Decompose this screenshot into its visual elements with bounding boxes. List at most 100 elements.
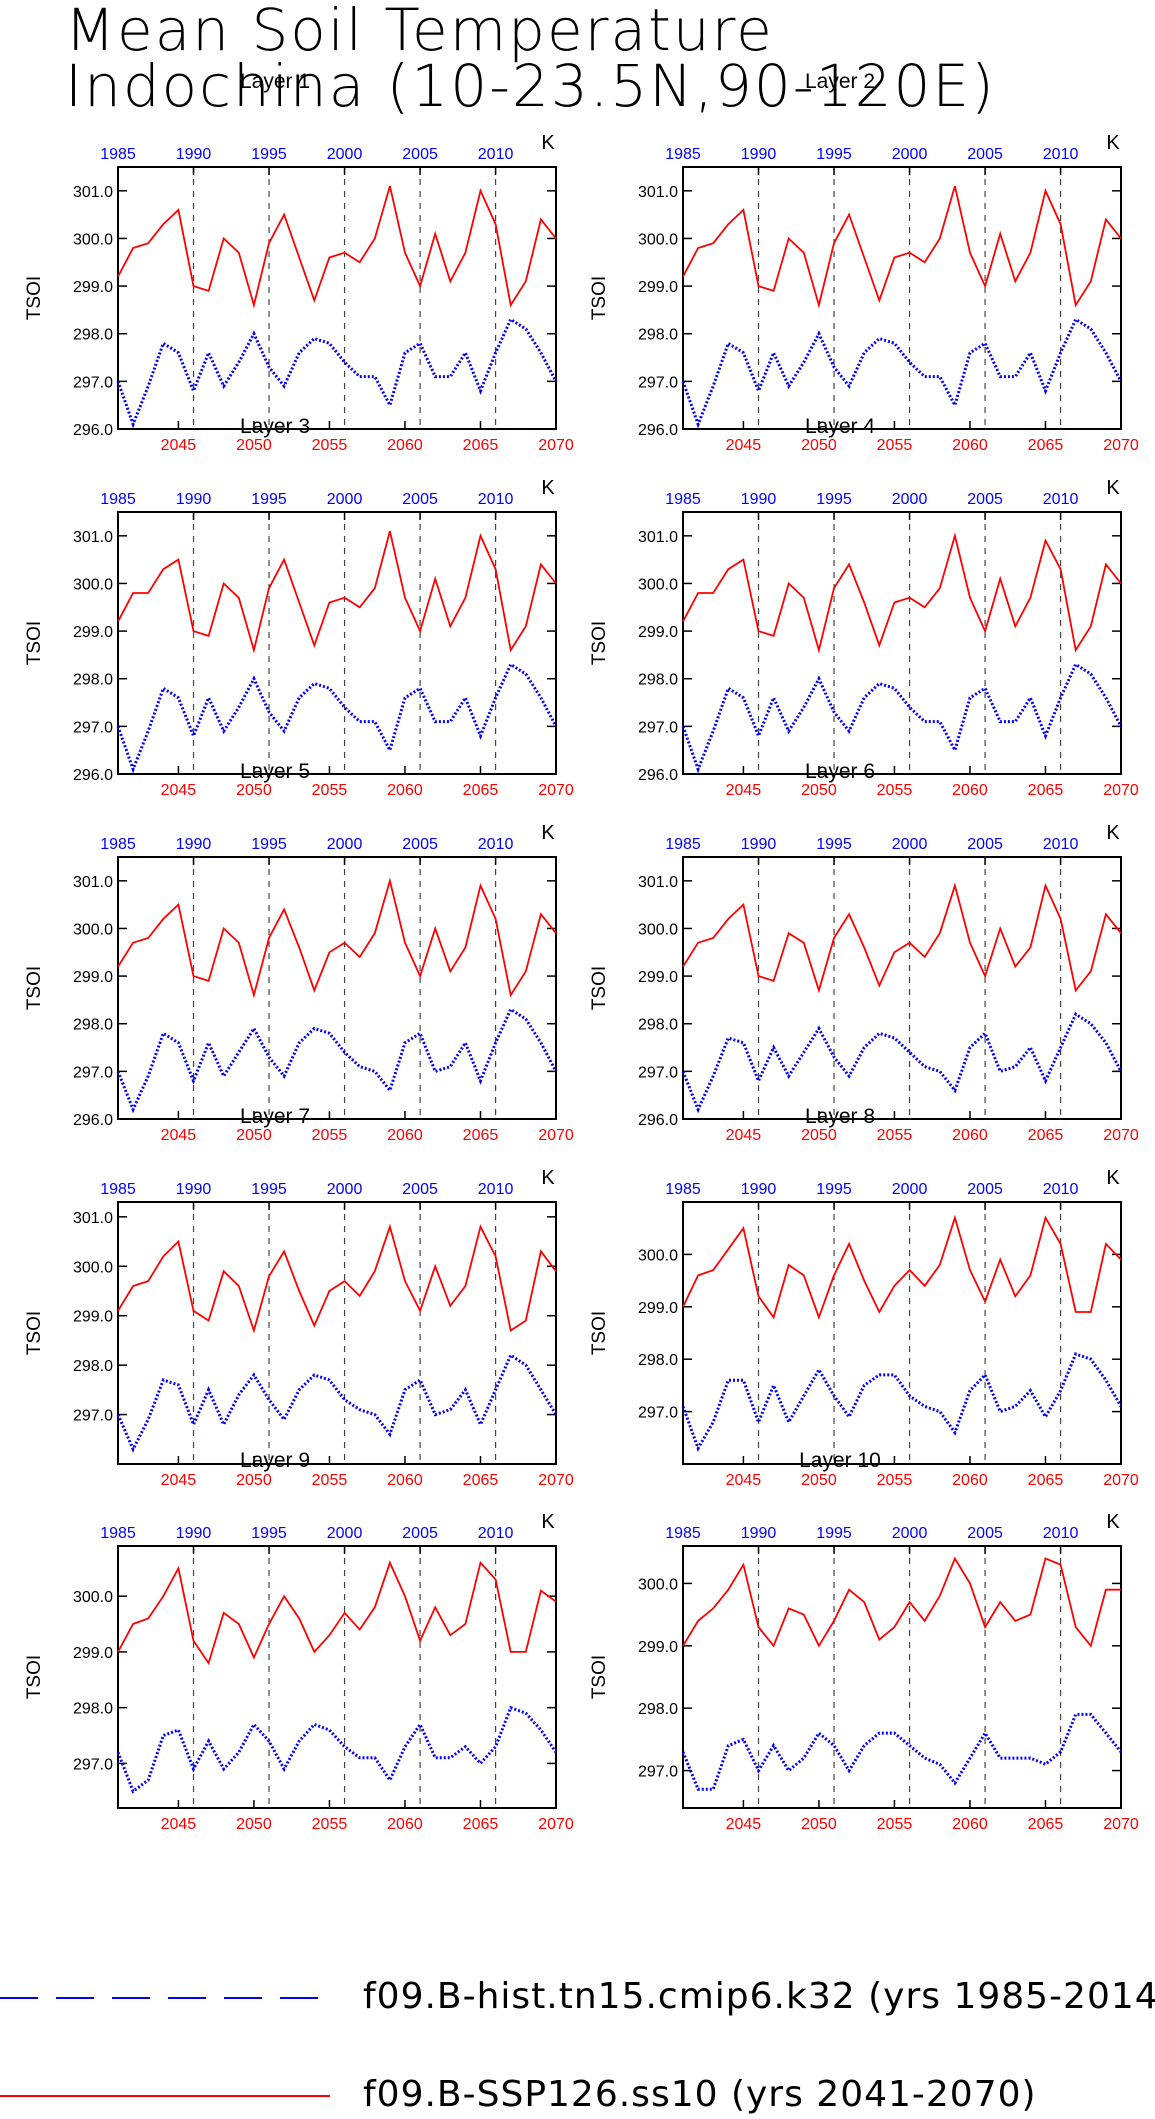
panel-6-plot-frame [682, 856, 1122, 1120]
panel-3-ylabel: TSOI [24, 621, 45, 665]
panel-7-title: Layer 7 [240, 1105, 310, 1128]
panel-8-ytick-label: 300.0 [638, 1247, 678, 1264]
panel-6-xtick-top-label: 2005 [967, 836, 1003, 853]
panel-1-xtick-bottom-label: 2055 [312, 437, 348, 454]
panel-5-xtick-top-label: 1995 [251, 836, 287, 853]
panel-2-ytick-label: 297.0 [638, 374, 678, 391]
panel-9-ssp-series-line [117, 1560, 557, 1666]
panel-7-ssp-series-line [117, 1223, 557, 1334]
panel-5-xtick-bottom-label: 2055 [312, 1127, 348, 1144]
panel-1-ytick-label: 301.0 [73, 184, 113, 201]
panel-10-xtick-top-label: 2005 [967, 1525, 1003, 1542]
panel-8-xtick-bottom-label: 2050 [801, 1472, 837, 1489]
panel-3-ssp-series-line [117, 530, 557, 654]
panel-1-xtick-top-label: 1990 [176, 146, 212, 163]
panel-2-hist-series-line [681, 317, 1123, 429]
panel-4-xtick-bottom-label: 2060 [952, 782, 988, 799]
panel-9-xtick-top-label: 1995 [251, 1525, 287, 1542]
panel-7-xtick-top-label: 1985 [100, 1181, 136, 1198]
panel-3-xtick-bottom-label: 2045 [161, 782, 197, 799]
panel-3-xtick-bottom-label: 2055 [312, 782, 348, 799]
panel-3-ytick-label: 297.0 [73, 719, 113, 736]
panel-4-xtick-top-label: 1990 [741, 491, 777, 508]
panel-2-title: Layer 2 [805, 70, 875, 93]
panel-9-hist-series-line [116, 1705, 558, 1794]
panel-5-xtick-bottom-label: 2065 [463, 1127, 499, 1144]
panel-2-unit-label: K [1106, 132, 1120, 154]
panel-1-ytick-label: 300.0 [73, 231, 113, 248]
panel-9-xtick-top-label: 2000 [327, 1525, 363, 1542]
panel-9-xtick-top-label: 2010 [478, 1525, 514, 1542]
panel-4-xtick-top-label: 2005 [967, 491, 1003, 508]
panel-10-ytick-label: 299.0 [638, 1639, 678, 1656]
panel-6-xtick-top-label: 1990 [741, 836, 777, 853]
panel-10-xtick-top-label: 1995 [816, 1525, 852, 1542]
panel-10-plot-frame [682, 1545, 1122, 1809]
panel-5-xtick-top-label: 2005 [402, 836, 438, 853]
panel-7-ytick-label: 299.0 [73, 1309, 113, 1326]
panel-3-xtick-top-label: 1995 [251, 491, 287, 508]
panel-5-ytick-label: 299.0 [73, 969, 113, 986]
panel-4-xtick-bottom-label: 2055 [877, 782, 913, 799]
panel-8-xtick-bottom-label: 2070 [1103, 1472, 1139, 1489]
panel-8-xtick-top-label: 2010 [1043, 1181, 1079, 1198]
panel-8-xtick-top-label: 2005 [967, 1181, 1003, 1198]
panel-7-xtick-bottom-label: 2060 [387, 1472, 423, 1489]
panel-6-hist-series-line [681, 1012, 1123, 1114]
panel-10-ytick-label: 298.0 [638, 1701, 678, 1718]
panel-10-ytick-label: 297.0 [638, 1764, 678, 1781]
panel-1-ssp-series-line [117, 185, 557, 309]
panel-5-plot-frame [117, 856, 557, 1120]
panel-6-xtick-top-label: 2010 [1043, 836, 1079, 853]
panel-2-xtick-bottom-label: 2065 [1028, 437, 1064, 454]
panel-9-xtick-bottom-label: 2055 [312, 1816, 348, 1833]
panel-6-ssp-series-line [682, 882, 1122, 994]
panel-2-ssp-series-line [682, 185, 1122, 309]
panel-5-title: Layer 5 [240, 760, 310, 783]
panel-7-ytick-label: 300.0 [73, 1259, 113, 1276]
panel-10-xtick-bottom-label: 2065 [1028, 1816, 1064, 1833]
panel-4-xtick-bottom-label: 2045 [726, 782, 762, 799]
panel-6-xtick-bottom-label: 2055 [877, 1127, 913, 1144]
panel-8-xtick-top-label: 1985 [665, 1181, 701, 1198]
legend-hist-label: f09.B-hist.tn15.cmip6.k32 (yrs 1985-2014… [363, 1976, 1155, 2017]
panel-7-ytick-label: 298.0 [73, 1358, 113, 1375]
panel-7-xtick-top-label: 2000 [327, 1181, 363, 1198]
panel-2-ytick-label: 298.0 [638, 327, 678, 344]
panel-9-xtick-bottom-label: 2050 [236, 1816, 272, 1833]
panel-9-xtick-bottom-label: 2065 [463, 1816, 499, 1833]
panel-2-ytick-label: 299.0 [638, 279, 678, 296]
panel-2-xtick-bottom-label: 2050 [801, 437, 837, 454]
panel-9-ytick-label: 299.0 [73, 1645, 113, 1662]
panel-9-xtick-top-label: 1985 [100, 1525, 136, 1542]
panel-8-plot-frame [682, 1201, 1122, 1465]
panel-3-ytick-label: 299.0 [73, 624, 113, 641]
panel-1-ytick-label: 298.0 [73, 327, 113, 344]
panel-7-xtick-bottom-label: 2070 [538, 1472, 574, 1489]
panel-8-xtick-bottom-label: 2065 [1028, 1472, 1064, 1489]
panel-6-xtick-top-label: 1995 [816, 836, 852, 853]
panel-9-ytick-label: 298.0 [73, 1701, 113, 1718]
panel-2-xtick-bottom-label: 2045 [726, 437, 762, 454]
panel-2-ytick-label: 296.0 [638, 422, 678, 439]
panel-9-xtick-bottom-label: 2060 [387, 1816, 423, 1833]
panel-6-xtick-bottom-label: 2060 [952, 1127, 988, 1144]
panel-8-ytick-label: 299.0 [638, 1300, 678, 1317]
panel-9-ytick-label: 297.0 [73, 1756, 113, 1773]
panel-3-ytick-label: 300.0 [73, 576, 113, 593]
panel-10-unit-label: K [1106, 1511, 1120, 1533]
panel-5-xtick-bottom-label: 2070 [538, 1127, 574, 1144]
panel-6-xtick-bottom-label: 2050 [801, 1127, 837, 1144]
panel-1-plot-frame [117, 166, 557, 430]
panel-7-ytick-label: 297.0 [73, 1408, 113, 1425]
panel-5-xtick-bottom-label: 2050 [236, 1127, 272, 1144]
panel-6-ytick-label: 299.0 [638, 969, 678, 986]
panel-7-xtick-top-label: 1990 [176, 1181, 212, 1198]
panel-1-xtick-bottom-label: 2070 [538, 437, 574, 454]
panel-6-xtick-bottom-label: 2065 [1028, 1127, 1064, 1144]
figure-title-line1: Mean Soil Temperature [65, 0, 774, 64]
panel-10-hist-series-line [681, 1712, 1123, 1791]
panel-8-hist-series-line [681, 1352, 1123, 1452]
panel-8-xtick-top-label: 2000 [892, 1181, 928, 1198]
panel-4-plot-frame [682, 511, 1122, 775]
